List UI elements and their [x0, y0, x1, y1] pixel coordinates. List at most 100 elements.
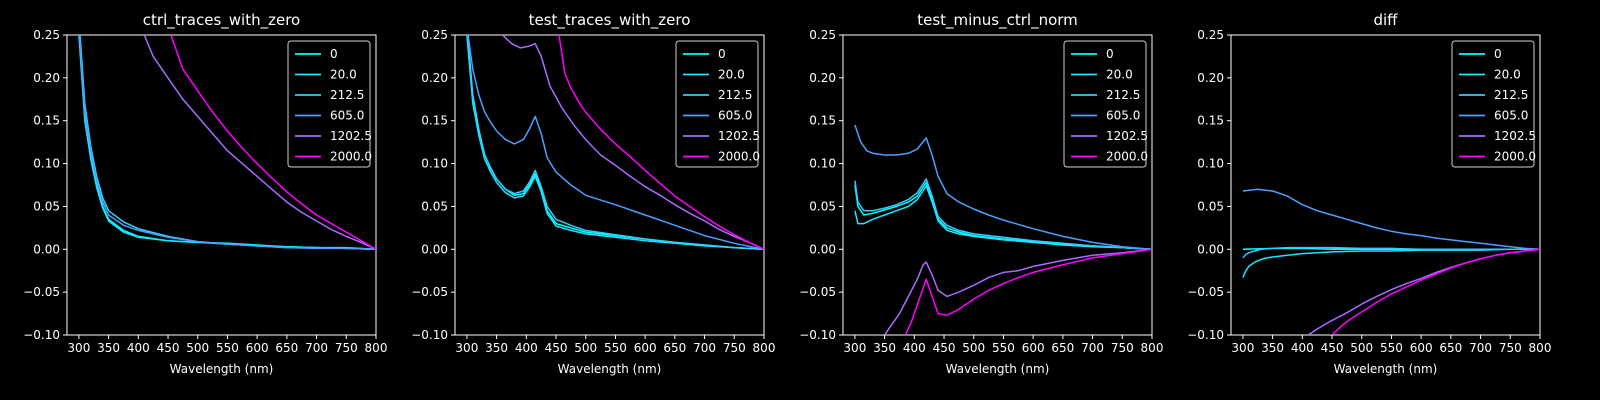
- chart-title: diff: [1373, 11, 1398, 29]
- x-tick-label: 700: [305, 341, 328, 355]
- x-tick-label: 750: [723, 341, 746, 355]
- y-tick-label: 0.20: [33, 71, 60, 85]
- y-tick-label: −0.05: [23, 285, 60, 299]
- x-tick-label: 800: [365, 341, 388, 355]
- legend-entry: 1202.5: [330, 129, 372, 143]
- legend-entry: 2000.0: [330, 150, 372, 164]
- x-tick-label: 350: [873, 341, 896, 355]
- series-line-1202.5: [501, 35, 764, 250]
- series-line-2000.0: [558, 35, 764, 250]
- series-line-20.0: [1242, 248, 1540, 278]
- x-tick-label: 400: [1291, 341, 1314, 355]
- y-tick-label: 0.05: [33, 199, 60, 213]
- legend-entry: 605.0: [1106, 109, 1140, 123]
- x-tick-label: 500: [1350, 341, 1373, 355]
- x-tick-label: 700: [1081, 341, 1104, 355]
- y-tick-label: 0.10: [33, 157, 60, 171]
- x-tick-label: 300: [1231, 341, 1254, 355]
- x-tick-label: 600: [246, 341, 269, 355]
- legend-entry: 212.5: [718, 88, 752, 102]
- legend-entry: 2000.0: [718, 150, 760, 164]
- series-line-1202.5: [883, 248, 1152, 335]
- y-tick-label: 0.10: [421, 157, 448, 171]
- x-tick-label: 300: [67, 341, 90, 355]
- x-tick-label: 600: [634, 341, 657, 355]
- x-axis-label: Wavelength (nm): [946, 362, 1050, 376]
- legend-entry: 1202.5: [1494, 129, 1536, 143]
- legend-entry: 605.0: [330, 109, 364, 123]
- chart-panel-1: test_traces_with_zero 300 350 400 450 500 550 6…: [411, 11, 775, 376]
- legend-entry: 0: [1494, 47, 1502, 61]
- y-tick-label: 0.10: [809, 157, 836, 171]
- x-tick-label: 400: [903, 341, 926, 355]
- legend-entry: 212.5: [1494, 88, 1528, 102]
- x-tick-label: 600: [1022, 341, 1045, 355]
- x-tick-label: 350: [97, 341, 120, 355]
- chart-title: test_traces_with_zero: [529, 11, 691, 30]
- x-tick-label: 300: [843, 341, 866, 355]
- y-tick-label: 0.25: [809, 28, 836, 42]
- series-line-20.0: [466, 35, 764, 251]
- x-tick-label: 450: [933, 341, 956, 355]
- x-tick-label: 700: [1469, 341, 1492, 355]
- legend-box: [1063, 40, 1147, 168]
- x-tick-label: 450: [157, 341, 180, 355]
- chart-title: ctrl_traces_with_zero: [143, 11, 300, 30]
- legend-entry: 605.0: [1494, 109, 1528, 123]
- y-tick-label: −0.10: [411, 328, 448, 342]
- series-line-2000.0: [1331, 248, 1540, 335]
- x-tick-label: 650: [1439, 341, 1462, 355]
- y-tick-label: 0.15: [1197, 114, 1224, 128]
- x-tick-label: 550: [216, 341, 239, 355]
- x-tick-label: 800: [1141, 341, 1164, 355]
- y-tick-label: −0.10: [23, 328, 60, 342]
- y-tick-label: 0.20: [809, 71, 836, 85]
- series-line-605.0: [1242, 188, 1540, 251]
- legend: 0 20.0 212.5 605.0 1202.5 2000.0: [675, 40, 760, 168]
- y-tick-label: 0.25: [1197, 28, 1224, 42]
- y-tick-label: 0.05: [1197, 199, 1224, 213]
- legend-entry: 605.0: [718, 109, 752, 123]
- series-line-212.5: [1242, 246, 1540, 259]
- chart-panel-2: test_minus_ctrl_norm 300 350 400 450 500 550 60…: [799, 11, 1163, 376]
- x-tick-label: 450: [1321, 341, 1344, 355]
- y-tick-label: 0.15: [809, 114, 836, 128]
- y-tick-label: 0.00: [809, 242, 836, 256]
- x-tick-label: 500: [962, 341, 985, 355]
- x-tick-label: 400: [127, 341, 150, 355]
- x-axis-label: Wavelength (nm): [558, 362, 662, 376]
- x-tick-label: 550: [604, 341, 627, 355]
- y-tick-label: −0.05: [799, 285, 836, 299]
- y-tick-label: −0.05: [411, 285, 448, 299]
- x-tick-label: 750: [1111, 341, 1134, 355]
- x-axis-label: Wavelength (nm): [170, 362, 274, 376]
- y-tick-label: 0.05: [809, 199, 836, 213]
- x-tick-label: 650: [275, 341, 298, 355]
- y-tick-label: 0.25: [421, 28, 448, 42]
- x-tick-label: 800: [1529, 341, 1552, 355]
- x-tick-label: 600: [1410, 341, 1433, 355]
- legend: 0 20.0 212.5 605.0 1202.5 2000.0: [1451, 40, 1536, 168]
- legend-entry: 2000.0: [1106, 150, 1148, 164]
- series-line-605.0: [854, 124, 1152, 251]
- legend: 0 20.0 212.5 605.0 1202.5 2000.0: [1063, 40, 1148, 168]
- legend-entry: 212.5: [1106, 88, 1140, 102]
- legend-entry: 0: [330, 47, 338, 61]
- legend-entry: 2000.0: [1494, 150, 1536, 164]
- series-line-212.5: [854, 178, 1152, 251]
- legend-entry: 20.0: [718, 68, 745, 82]
- legend-entry: 1202.5: [1106, 129, 1148, 143]
- y-tick-label: 0.00: [33, 242, 60, 256]
- legend-entry: 212.5: [330, 88, 364, 102]
- y-tick-label: −0.10: [799, 328, 836, 342]
- legend-entry: 0: [1106, 47, 1114, 61]
- y-tick-label: 0.15: [421, 114, 448, 128]
- x-tick-label: 300: [455, 341, 478, 355]
- series-line-605.0: [467, 35, 764, 251]
- legend-entry: 20.0: [1106, 68, 1133, 82]
- series-line-2000.0: [170, 35, 376, 250]
- x-tick-label: 400: [515, 341, 538, 355]
- series-line-20.0: [854, 185, 1152, 251]
- legend-box: [675, 40, 759, 168]
